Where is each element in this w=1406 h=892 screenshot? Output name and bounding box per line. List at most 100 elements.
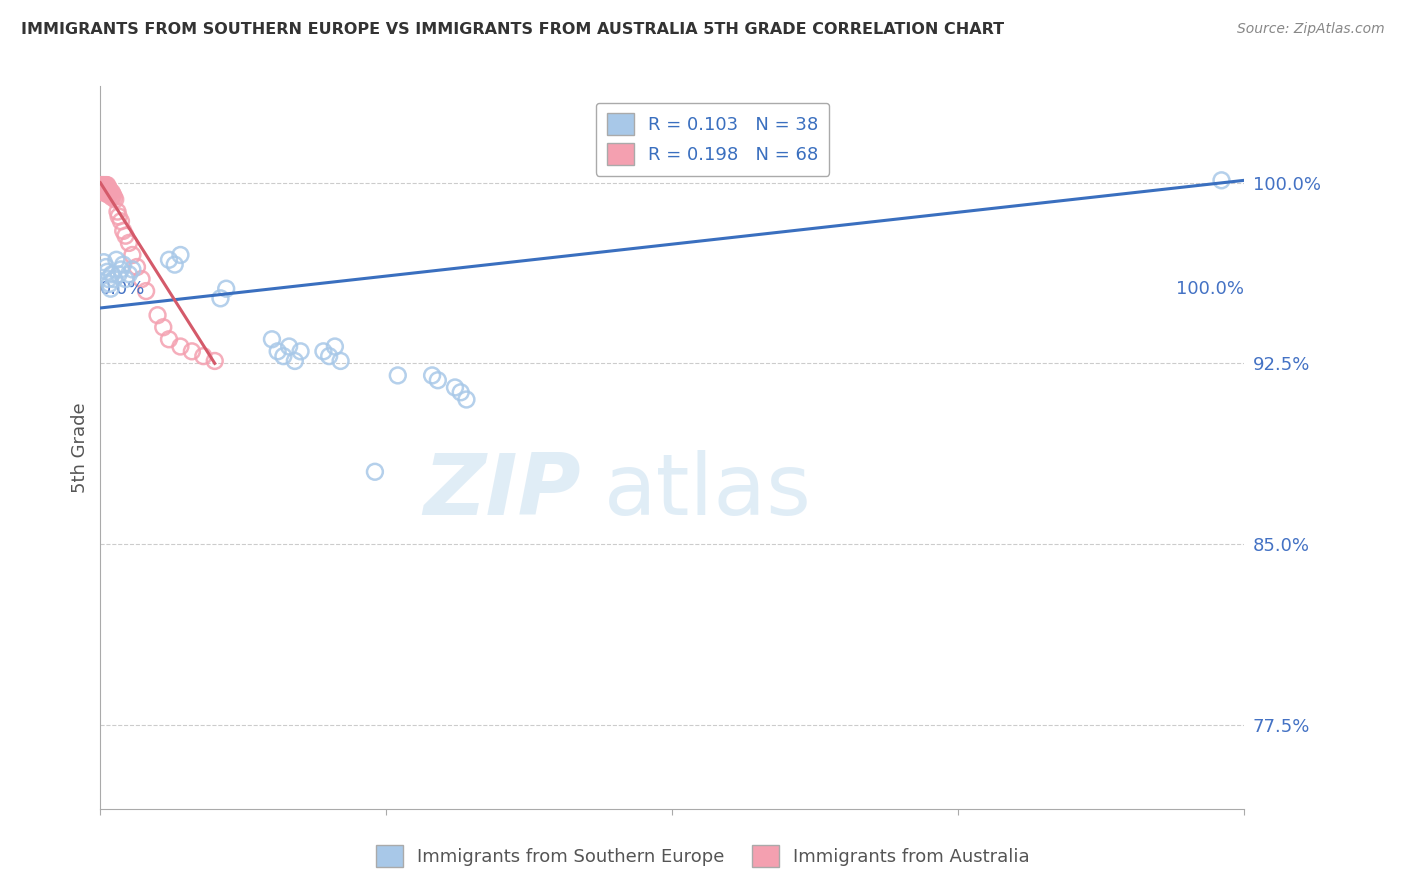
Point [215,282,238,296]
Point [125,260,148,274]
Point [157,332,180,346]
Point [204,354,226,368]
Point [94,186,117,200]
Point [93,178,115,193]
Text: IMMIGRANTS FROM SOUTHERN EUROPE VS IMMIGRANTS FROM AUSTRALIA 5TH GRADE CORRELATI: IMMIGRANTS FROM SOUTHERN EUROPE VS IMMIG… [21,22,1004,37]
Point [278,339,301,353]
Point [97,272,120,286]
Point [97,187,120,202]
Point [135,284,157,298]
Point [284,354,307,368]
Text: 100.0%: 100.0% [1177,280,1244,298]
Point [329,354,352,368]
Text: ZIP: ZIP [423,450,581,533]
Point [91,178,114,193]
Legend: R = 0.103   N = 38, R = 0.198   N = 68: R = 0.103 N = 38, R = 0.198 N = 68 [596,103,830,176]
Point [93,255,115,269]
Point [90,178,112,193]
Point [96,180,118,194]
Point [101,186,124,200]
Point [364,465,387,479]
Text: Source: ZipAtlas.com: Source: ZipAtlas.com [1237,22,1385,37]
Point [91,186,114,200]
Point [94,180,117,194]
Point [93,178,115,193]
Point [98,186,121,200]
Point [94,183,117,197]
Point [107,210,129,224]
Point [426,373,449,387]
Point [101,187,124,202]
Point [131,272,153,286]
Point [273,349,295,363]
Point [91,180,114,194]
Point [1211,173,1233,187]
Point [94,178,117,193]
Point [121,248,143,262]
Point [157,252,180,267]
Point [91,180,114,194]
Point [93,180,115,194]
Point [163,258,186,272]
Point [104,193,127,207]
Point [96,265,118,279]
Point [169,248,191,262]
Point [96,186,118,200]
Point [100,282,122,296]
Point [107,204,129,219]
Point [93,180,115,194]
Point [101,267,124,281]
Point [260,332,283,346]
Point [456,392,478,407]
Point [93,180,115,194]
Point [290,344,312,359]
Point [94,180,117,194]
Point [96,183,118,197]
Point [444,380,467,394]
Point [101,190,124,204]
Point [118,267,141,281]
Text: 0.0%: 0.0% [100,280,146,298]
Point [118,235,141,250]
Point [90,178,112,193]
Point [94,178,117,193]
Point [105,252,128,267]
Point [100,187,122,202]
Point [100,186,122,200]
Point [146,308,169,322]
Point [323,339,346,353]
Point [180,344,202,359]
Point [93,183,115,197]
Point [93,186,115,200]
Legend: Immigrants from Southern Europe, Immigrants from Australia: Immigrants from Southern Europe, Immigra… [368,838,1038,874]
Point [94,178,117,193]
Point [112,224,135,238]
Point [91,183,114,197]
Point [97,183,120,197]
Point [90,183,112,197]
Point [121,262,143,277]
Point [103,190,125,204]
Point [91,183,114,197]
Point [94,183,117,197]
Point [94,183,117,197]
Point [93,183,115,197]
Point [450,385,472,400]
Point [169,339,191,353]
Point [110,262,132,277]
Point [209,291,232,305]
Point [387,368,409,383]
Point [266,344,288,359]
Point [110,214,132,228]
Point [98,277,121,291]
Point [90,180,112,194]
Point [90,180,112,194]
Point [94,186,117,200]
Text: atlas: atlas [603,450,811,533]
Point [103,272,125,286]
Y-axis label: 5th Grade: 5th Grade [72,402,89,493]
Point [114,272,136,286]
Point [152,320,174,334]
Point [94,260,117,274]
Point [91,178,114,193]
